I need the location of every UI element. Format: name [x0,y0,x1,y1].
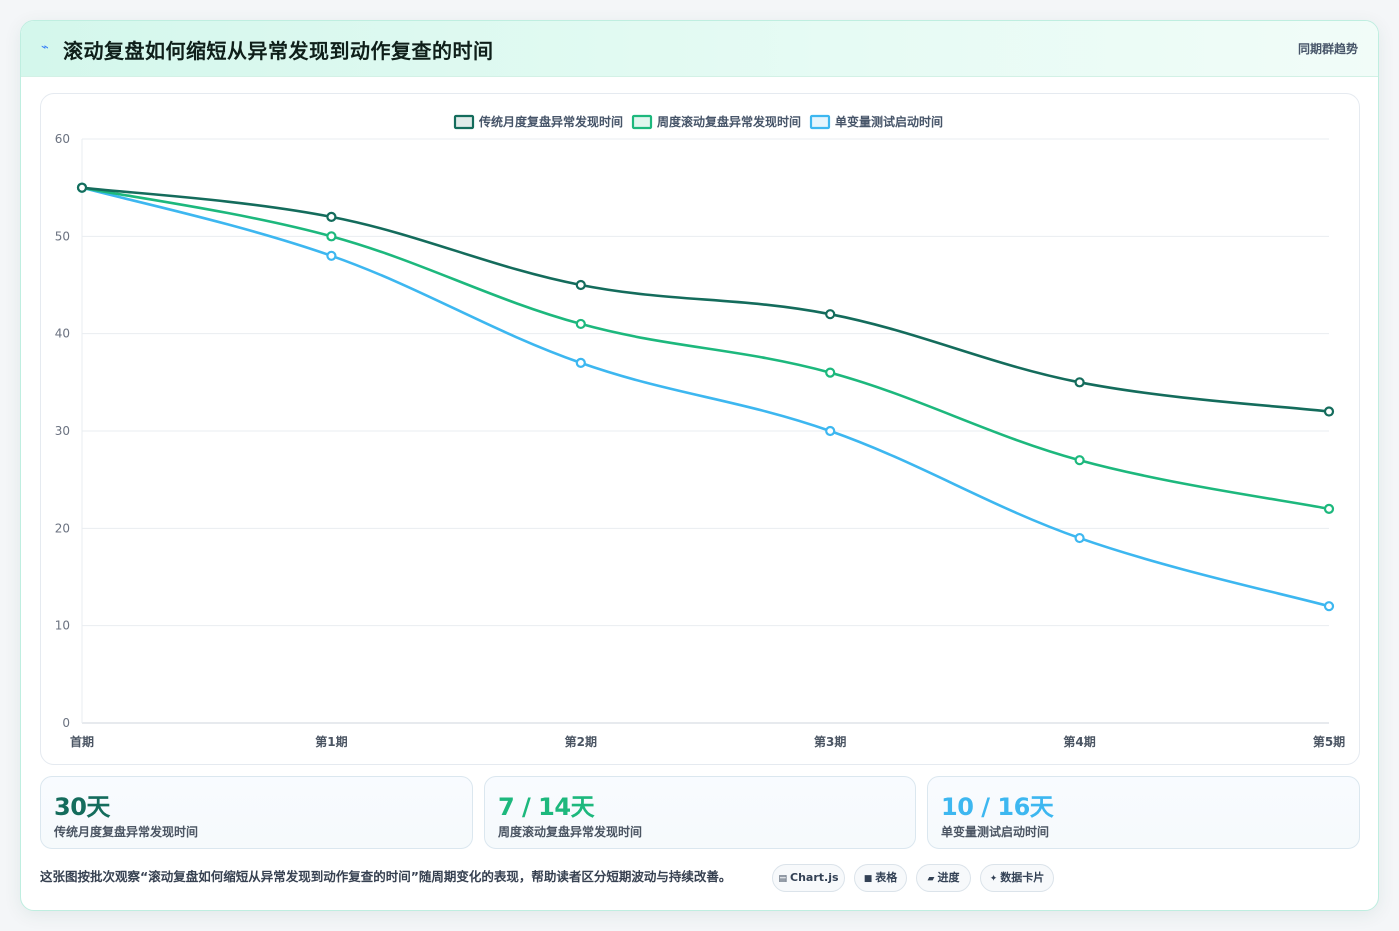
cohort-trend-label[interactable]: 同期群趋势 [1297,42,1358,56]
legend-label: 传统月度复盘异常发现时间 [478,114,623,129]
data-point [1074,377,1085,388]
stat-card-monthly: 30天 传统月度复盘异常发现时间 [40,776,473,849]
data-point [1323,406,1335,417]
stat-label: 周度滚动复盘异常发现时间 [498,825,643,839]
y-tick-label: 40 [55,327,70,341]
stat-value: 30天 [54,793,110,821]
chip-label: 数据卡片 [1000,871,1045,884]
series-line [81,186,1330,413]
stat-label: 单变量测试启动时间 [941,825,1050,839]
data-point [1074,455,1085,466]
card-header: ⌁ 滚动复盘如何缩短从异常发现到动作复查的时间 同期群趋势 [21,21,1378,77]
progress-icon: ▰ [927,874,935,884]
chip-label: Chart.js [790,871,839,884]
chart-icon: ▤ [778,874,787,884]
x-tick-label: 第1期 [315,734,347,749]
data-point [326,211,337,222]
x-tick-label: 首期 [70,734,94,749]
stat-label: 传统月度复盘异常发现时间 [54,825,199,839]
data-point [825,367,836,378]
series-line [81,186,1330,511]
legend-swatch [809,114,831,130]
data-point [76,182,88,193]
data-point [575,318,586,330]
y-tick-label: 20 [55,521,70,535]
stat-value: 7 / 14天 [498,793,595,821]
chip-label: 表格 [875,871,898,884]
x-tick-label: 第4期 [1063,734,1095,749]
lightning-icon: ⌁ [41,40,49,55]
series-line [81,186,1330,608]
legend-swatch [453,114,475,130]
stat-card-weekly: 7 / 14天 周度滚动复盘异常发现时间 [484,776,916,849]
legend-swatch [631,114,653,130]
y-tick-label: 10 [55,619,70,633]
data-point [825,309,836,320]
data-point [1074,532,1085,544]
card-icon: ✦ [989,874,998,884]
y-tick-label: 0 [62,716,70,730]
chip-chartjs[interactable]: ▤ Chart.js [772,864,845,892]
chart-description: 这张图按批次观察“滚动复盘如何缩短从异常发现到动作复查的时间”随周期变化的表现，… [40,869,732,884]
chip-table[interactable]: ■ 表格 [854,864,907,892]
legend-label: 周度滚动复盘异常发现时间 [657,114,801,129]
chip-label: 进度 [937,871,960,884]
y-tick-label: 60 [55,132,70,146]
chart-card: ⌁ 滚动复盘如何缩短从异常发现到动作复查的时间 同期群趋势 0 10 20 30 40 5… [20,20,1379,911]
x-tick-label: 第3期 [814,734,846,749]
data-point [1323,503,1335,514]
page-title: 滚动复盘如何缩短从异常发现到动作复查的时间 [63,39,494,63]
table-icon: ■ [863,874,873,884]
stat-card-test-start: 10 / 16天 单变量测试启动时间 [927,776,1360,849]
line-chart: 0 10 20 30 40 50 60 首期 第1期 第2期 第3期 第4期 第5期 传统月度复盘异常发现… [55,114,1345,749]
chip-data-card[interactable]: ✦ 数据卡片 [980,864,1054,892]
x-tick-label: 第2期 [565,734,597,749]
data-point [326,231,337,242]
x-tick-label: 第5期 [1313,734,1345,749]
data-point [575,279,586,291]
stat-value: 10 / 16天 [941,793,1054,821]
data-point [1323,601,1335,612]
legend-label: 单变量测试启动时间 [835,114,943,129]
data-point [575,357,586,368]
chip-progress[interactable]: ▰ 进度 [916,864,971,892]
data-point [825,425,836,437]
y-tick-label: 30 [55,424,70,438]
data-point [326,250,337,261]
y-tick-label: 50 [55,229,70,243]
chart-panel: 0 10 20 30 40 50 60 首期 第1期 第2期 第3期 第4期 第5期 传统月度复盘异常发现… [40,93,1360,765]
